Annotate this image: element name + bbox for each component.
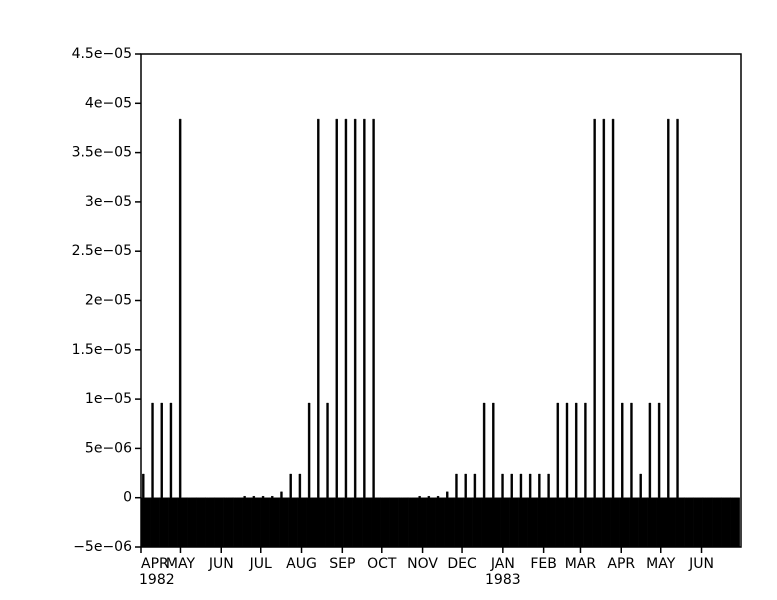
bar — [490, 402, 501, 548]
bar — [251, 496, 261, 548]
bar — [223, 497, 234, 548]
y-tick-label: 4.5e−05 — [72, 46, 132, 62]
bar — [546, 473, 556, 548]
y-tick-label: 3.5e−05 — [72, 145, 132, 161]
bar — [555, 402, 565, 548]
bar — [389, 497, 400, 548]
bar — [453, 473, 464, 548]
x-tick-label: DEC — [447, 556, 477, 572]
x-tick-label: SEP — [329, 556, 355, 572]
bar — [730, 497, 740, 548]
bar — [610, 118, 621, 548]
bar — [159, 402, 169, 548]
bar — [232, 497, 243, 548]
year-label: 1982 — [139, 572, 175, 588]
bar — [186, 497, 197, 548]
x-tick-label: JUN — [688, 556, 714, 572]
bar — [242, 496, 252, 548]
bar — [260, 496, 271, 548]
bar — [407, 497, 418, 548]
bar — [711, 497, 722, 548]
x-tick-label: JUN — [208, 556, 234, 572]
bar — [361, 118, 372, 548]
bar — [297, 473, 307, 548]
y-tick-label: 2.5e−05 — [72, 243, 132, 259]
y-tick-label: 1e−05 — [85, 391, 132, 407]
bar — [463, 473, 473, 548]
y-tick-label: 1.5e−05 — [72, 342, 132, 358]
bar — [619, 402, 630, 548]
year-label: 1983 — [485, 572, 521, 588]
bar — [168, 402, 179, 548]
bar — [352, 118, 363, 548]
bar — [472, 473, 482, 548]
bar — [582, 402, 593, 548]
bar — [675, 118, 685, 548]
bar — [536, 473, 547, 548]
bar — [150, 402, 160, 548]
bar — [647, 402, 657, 548]
x-tick-label: MAR — [565, 556, 597, 572]
x-tick-label: APR — [141, 556, 169, 572]
bar — [288, 473, 298, 548]
bar — [343, 118, 354, 548]
y-tick-label: 2e−05 — [85, 293, 132, 309]
y-tick-label: 0 — [123, 490, 132, 506]
bar — [444, 491, 455, 548]
bar — [306, 402, 317, 548]
x-tick-label: FEB — [530, 556, 557, 572]
bar — [721, 497, 731, 548]
y-tick-label: 5e−06 — [85, 440, 132, 456]
x-tick-label: MAY — [646, 556, 676, 572]
bar — [278, 491, 289, 548]
bar — [417, 496, 427, 548]
bar — [481, 402, 492, 548]
bar — [315, 118, 326, 548]
bar — [527, 473, 538, 548]
y-tick-label: 3e−05 — [85, 194, 132, 210]
bar — [269, 496, 280, 548]
bar — [334, 118, 344, 548]
bar — [500, 473, 510, 548]
bar — [573, 402, 584, 548]
bar — [564, 402, 575, 548]
bar — [380, 497, 390, 548]
bar — [398, 497, 409, 548]
bar — [702, 497, 713, 548]
bar — [684, 497, 694, 548]
bar — [177, 118, 188, 548]
bar — [325, 402, 335, 548]
bar — [638, 473, 648, 548]
bar — [518, 473, 529, 548]
bar — [196, 497, 206, 548]
bar — [214, 497, 225, 548]
x-tick-label: NOV — [407, 556, 438, 572]
bar — [205, 497, 215, 548]
bar — [665, 118, 676, 548]
x-tick-label: JAN — [490, 556, 515, 572]
bar — [435, 496, 446, 548]
x-tick-label: AUG — [286, 556, 317, 572]
y-tick-label: −5e−06 — [73, 539, 132, 555]
bar — [592, 118, 602, 548]
x-tick-label: APR — [607, 556, 635, 572]
x-tick-label: MAY — [166, 556, 196, 572]
bar — [371, 118, 381, 548]
bar — [426, 496, 436, 548]
bar — [628, 402, 639, 548]
y-tick-label: 4e−05 — [85, 95, 132, 111]
bar — [509, 473, 519, 548]
bar — [693, 497, 704, 548]
bar — [656, 402, 667, 548]
bar — [601, 118, 611, 548]
x-tick-label: JUL — [249, 556, 272, 572]
x-tick-label: OCT — [367, 556, 397, 572]
bar — [140, 473, 151, 548]
